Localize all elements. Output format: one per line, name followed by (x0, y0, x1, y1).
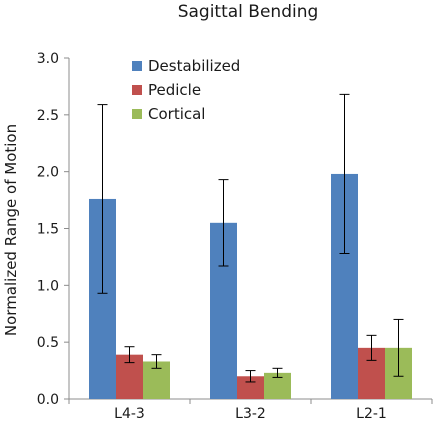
y-tick-label: 1.5 (37, 222, 59, 238)
y-axis-label: Normalized Range of Motion (2, 124, 20, 336)
legend-label-cortical: Cortical (148, 105, 205, 123)
chart-title: Sagittal Bending (178, 2, 319, 22)
legend-label-destabilized: Destabilized (148, 57, 240, 75)
legend-swatch-destabilized (132, 61, 142, 71)
legend-swatch-cortical (132, 109, 142, 119)
y-tick-label: 2.5 (37, 108, 59, 124)
y-tick-label: 3.0 (37, 51, 59, 67)
y-tick-label: 2.0 (37, 165, 59, 181)
x-tick-label: L4-3 (114, 406, 145, 422)
legend-label-pedicle: Pedicle (148, 81, 201, 99)
legend-swatch-pedicle (132, 85, 142, 95)
legend: Destabilized Pedicle Cortical (132, 57, 240, 123)
bar-pedicle (237, 376, 264, 399)
y-tick-label: 0.5 (37, 335, 59, 351)
plot-area: 0.0 0.5 1.0 1.5 2.0 2.5 3.0 L4-3 L3-2 L2-1 (37, 51, 433, 422)
x-tick-label: L3-2 (235, 406, 266, 422)
x-tick-label: L2-1 (356, 406, 387, 422)
y-tick-label: 0.0 (37, 392, 59, 408)
y-tick-label: 1.0 (37, 278, 59, 294)
